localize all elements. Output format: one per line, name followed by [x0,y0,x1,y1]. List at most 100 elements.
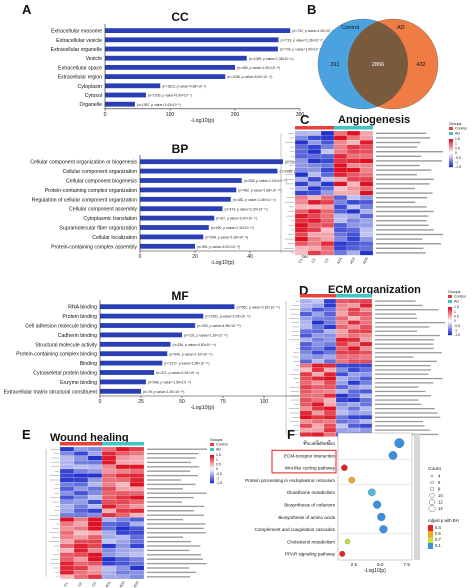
heatmap-colorbar-segment [448,330,452,333]
bar-data-label: (n=330, p value=4.96×10⁻⁵⁸) [197,324,241,328]
bar-data-label: (n=391, p value=2.02×10⁻²⁰) [197,245,240,249]
heatmap-group-bar [60,442,74,446]
dot-legend-color-label: 0.7 [435,537,441,542]
heatmap-colorbar-tick-label: 0 [454,319,456,323]
bar [140,196,231,202]
heatmap-column-label: C1 [302,439,308,445]
heatmap-row-label [376,206,427,208]
bar [140,234,204,240]
heatmap-colorbar-segment [449,150,453,152]
bar-category-label: Extracellular exosome [51,29,102,35]
heatmap-colorbar-segment [449,139,453,141]
heatmap-colorbar-segment [449,146,453,148]
heatmap-colorbar-tick-label: 0.5 [455,147,460,151]
heatmap-legend-swatch-ad [448,300,452,303]
heatmap-colorbar-segment [210,459,214,461]
heatmap-colorbar-segment [210,456,214,458]
bar [140,243,195,249]
bar-data-label: (n=535, p value=1.20×10⁻³⁷) [244,179,287,183]
heatmap-legend-group: Control [454,295,466,299]
dot-point [394,438,405,449]
heatmap-colorbar-tick-label: -1 [455,161,458,165]
heatmap-row-label [376,146,418,148]
heatmap-colorbar-segment [210,474,214,477]
bar [140,178,242,183]
bar-category-label: Structural molecule activity [35,342,97,348]
heatmap-colorbar-tick-label: -1 [216,477,219,481]
heatmap-row-label [375,386,419,388]
dot-legend-size-label: 14 [438,506,443,511]
heatmap-column-label: AD3 [133,580,140,588]
dot-category-label: Biosynthesis of amino acids [278,515,335,520]
heatmap-colorbar-segment [210,460,214,463]
heatmap-colorbar-segment [210,462,214,464]
heatmap-colorbar-segment [210,480,214,482]
heatmap-row-label [375,334,440,337]
heatmap-row-label [147,554,202,556]
heatmap-row-label [147,536,183,538]
dot-legend-size-label: 12 [438,500,443,505]
dot-legend-size [429,486,435,492]
heatmap-row-label [376,201,416,203]
heatmap-column-label: C2 [311,258,317,264]
heatmap-row-label [147,576,190,578]
heatmap-colorbar-segment [448,328,452,330]
heatmap-column-label: C3 [326,439,332,445]
bar-data-label: (n=548, p value=1.36×10⁻²³) [205,236,248,240]
dot-category-label: ECM-receptor interaction [284,453,336,458]
heatmap-colorbar-tick-label: 0.5 [454,315,459,319]
heatmap-colorbar-segment [449,147,453,149]
heatmap-row-label [147,549,190,552]
heatmap-row-label [375,420,423,423]
heatmap-row-label [375,347,434,350]
heatmap-row-label [375,313,417,315]
dot-legend-size-label: 10 [438,493,443,498]
bar-data-label: (n=732, p value=1.00×10⁻²⁸) [292,29,335,33]
heatmap-group-bar [312,294,324,298]
heatmap-row-label [147,514,205,516]
bar-category-label: Cellular component organization [63,169,138,175]
bar-data-label: (n=76, p value=1.30×10⁻²⁵) [143,390,184,394]
heatmap-row-label [147,470,191,472]
heatmap-colorbar-segment [448,308,452,310]
cc-chart-title: CC [171,10,189,24]
heatmap-row-label [147,558,204,560]
heatmap-legend-group: AD [216,448,221,452]
heatmap-colorbar-segment [449,165,453,168]
heatmap-colorbar-segment [448,333,452,336]
bar-category-label: Cellular component organization or bioge… [30,160,137,166]
dot-legend-size [429,492,435,499]
heatmap-colorbar-segment [448,318,452,320]
heatmap-colorbar-segment [448,307,452,309]
heatmap-column-label: C2 [314,439,320,445]
x-tick-label: 0 [104,112,107,118]
heatmap-row-label [376,252,426,254]
heatmap-group-bar [360,126,373,130]
heatmap-row-label [375,330,417,332]
bar-data-label: (n=466, p value=1.00×10⁻²⁰) [237,66,280,70]
panel-letter-e: E [22,427,31,442]
x-tick-label: 100 [166,112,175,118]
bar-data-label: (n=336, p value=4.50×10⁻⁴³) [173,343,216,347]
heatmap-column-label: C3 [91,582,97,588]
heatmap-row-label [147,510,195,512]
dot-point [379,525,388,534]
heatmap-row-label [147,461,191,464]
heatmap-colorbar-tick-label: 0 [455,151,457,155]
venn-set-name-ad: AD [397,25,405,31]
bar [105,37,279,43]
heatmap-group-bar [88,442,102,446]
dot-category-label: Wnt-like cycling pathway [285,466,336,471]
heatmap-row-label [375,399,419,401]
heatmap-colorbar-segment [449,155,453,158]
heatmap-row-label [376,187,415,190]
heatmap-colorbar-segment [210,464,214,467]
heatmap-colorbar-segment [449,144,453,147]
heatmap-colorbar-segment [210,477,214,479]
heatmap-row-label [375,395,432,397]
heatmap-row-label [375,326,430,328]
heatmap-colorbar-segment [448,321,452,323]
bar-category-label: Cellular component biogenesis [66,179,137,185]
